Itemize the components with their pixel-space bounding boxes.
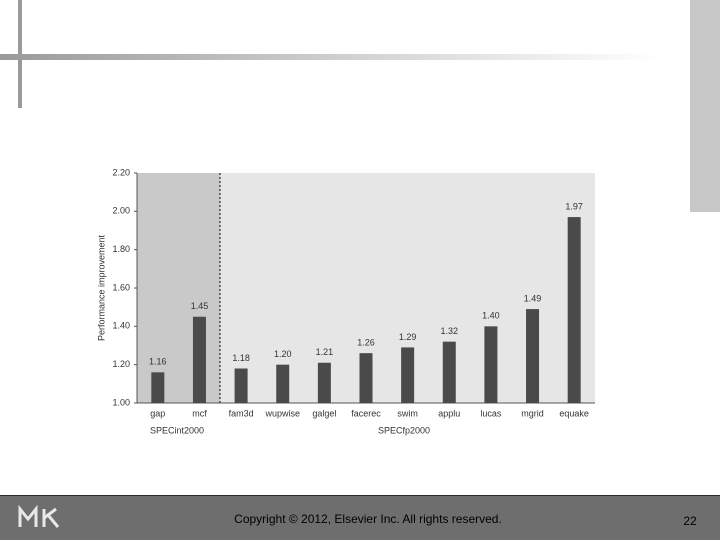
footer-bar — [0, 495, 720, 540]
value-label: 1.40 — [482, 311, 500, 321]
value-label: 1.49 — [524, 293, 542, 303]
x-tick-label: wupwise — [264, 408, 300, 418]
copyright: Copyright © 2012, Elsevier Inc. All righ… — [234, 512, 502, 526]
x-tick-label: galgel — [312, 408, 336, 418]
bar — [401, 347, 415, 403]
y-tick-label: 1.80 — [112, 244, 130, 254]
decor-hline — [0, 54, 660, 60]
value-label: 1.97 — [565, 201, 583, 211]
x-tick-label: lucas — [480, 408, 502, 418]
y-tick-label: 1.20 — [112, 359, 130, 369]
x-tick-label: gap — [150, 408, 165, 418]
logo — [18, 504, 60, 528]
value-label: 1.20 — [274, 349, 292, 359]
bar — [317, 362, 331, 403]
bar — [151, 372, 165, 403]
value-label: 1.29 — [399, 332, 417, 342]
y-tick-label: 1.40 — [112, 321, 130, 331]
x-tick-label: facerec — [351, 408, 381, 418]
bar — [526, 309, 540, 403]
value-label: 1.32 — [441, 326, 459, 336]
value-label: 1.16 — [149, 357, 167, 367]
y-tick-label: 2.20 — [112, 167, 130, 177]
bar — [359, 353, 373, 403]
x-tick-label: mgrid — [521, 408, 544, 418]
x-tick-label: equake — [559, 408, 589, 418]
bar — [442, 341, 456, 403]
bar — [484, 326, 498, 403]
group-label: SPECfp2000 — [378, 425, 430, 435]
x-tick-label: mcf — [192, 408, 207, 418]
bar — [192, 316, 206, 403]
group-label: SPECint2000 — [150, 425, 204, 435]
bar — [234, 368, 248, 403]
value-label: 1.45 — [191, 301, 209, 311]
y-tick-label: 1.00 — [112, 397, 130, 407]
bar — [567, 217, 581, 403]
page-number: 22 — [683, 514, 697, 528]
y-tick-label: 2.00 — [112, 206, 130, 216]
value-label: 1.26 — [357, 338, 375, 348]
y-axis-label: Performance improvement — [96, 234, 106, 341]
group-bg — [137, 173, 220, 403]
y-tick-label: 1.60 — [112, 282, 130, 292]
decor-side — [690, 0, 720, 212]
value-label: 1.21 — [316, 347, 334, 357]
x-tick-label: applu — [438, 408, 460, 418]
x-tick-label: swim — [397, 408, 418, 418]
x-tick-label: fam3d — [229, 408, 254, 418]
value-label: 1.18 — [232, 353, 250, 363]
bar — [276, 364, 290, 403]
